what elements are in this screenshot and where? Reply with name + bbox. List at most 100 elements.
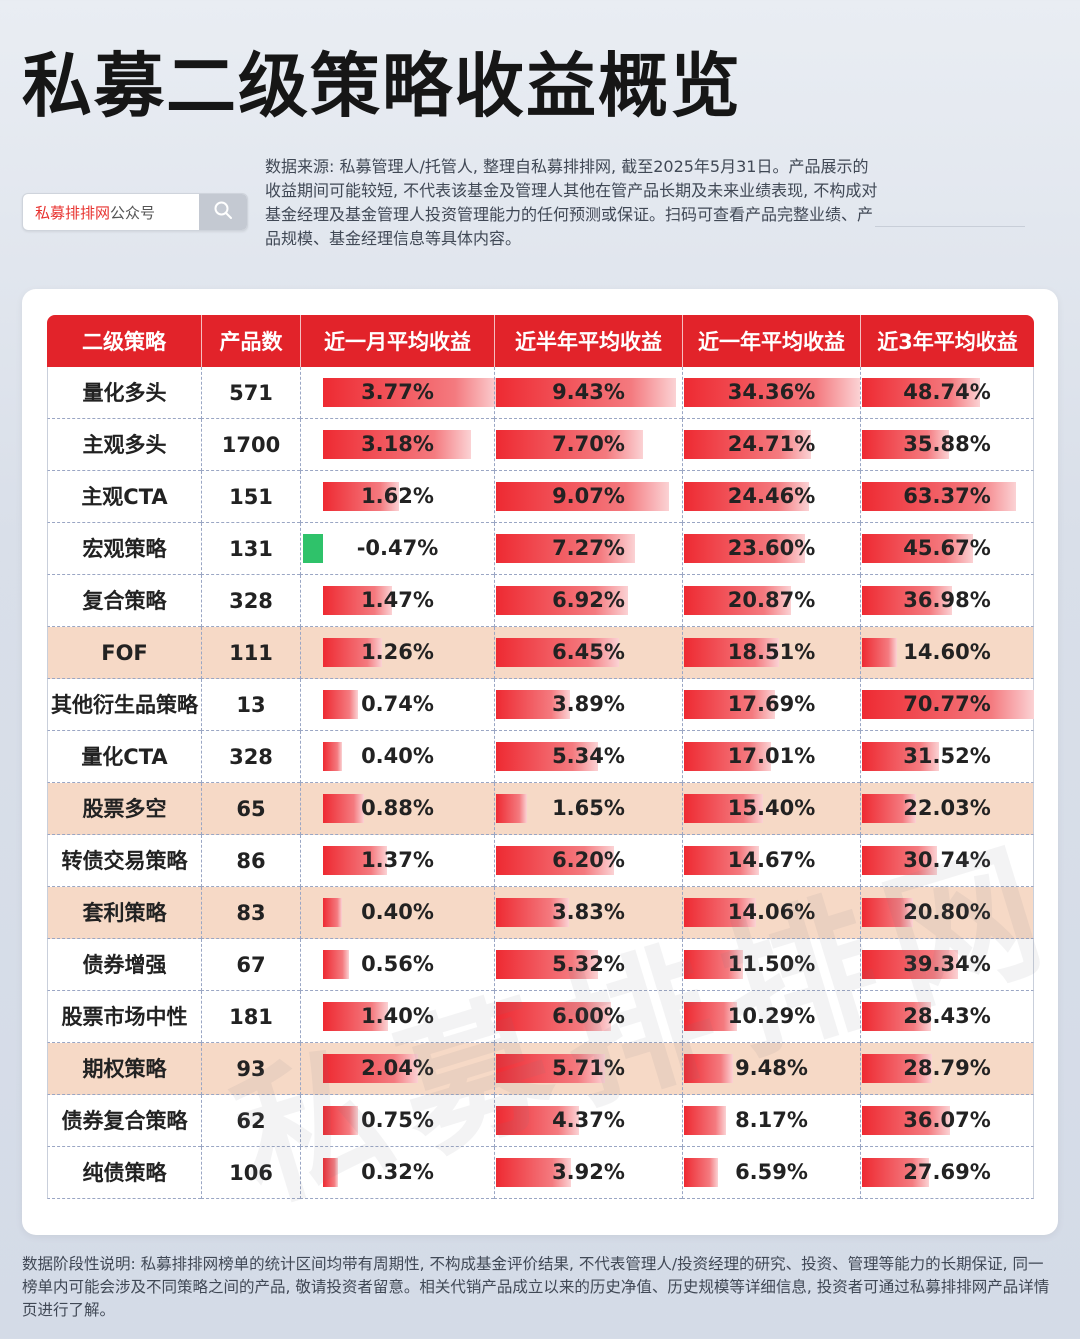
return-value: 6.20% (552, 848, 625, 872)
return-bar (862, 1054, 932, 1083)
return-value: 4.37% (552, 1108, 625, 1132)
return-bar (862, 950, 958, 979)
return-cell: 5.32% (494, 939, 682, 991)
header-1y: 近一年平均收益 (682, 315, 860, 367)
return-bar (323, 742, 342, 771)
return-cell: 45.67% (860, 523, 1034, 575)
return-bar (862, 1002, 932, 1031)
return-bar (862, 430, 950, 459)
return-cell: 23.60% (682, 523, 860, 575)
return-value: 1.65% (552, 796, 625, 820)
return-bar (862, 794, 916, 823)
return-cell: 7.27% (494, 523, 682, 575)
return-cell: 6.00% (494, 991, 682, 1043)
return-bar (862, 690, 1034, 719)
return-cell: 36.07% (860, 1095, 1034, 1147)
return-bar (496, 638, 620, 667)
return-cell: 0.32% (300, 1147, 494, 1199)
return-bar (862, 378, 981, 407)
return-cell: 1.40% (300, 991, 494, 1043)
strategy-name: 纯债策略 (47, 1147, 201, 1199)
product-count: 13 (201, 679, 300, 731)
return-cell: 35.88% (860, 419, 1034, 471)
return-cell: 0.74% (300, 679, 494, 731)
return-cell: 3.89% (494, 679, 682, 731)
return-cell: 3.77% (300, 367, 499, 419)
return-bar (323, 950, 350, 979)
return-value: 1.26% (361, 640, 434, 664)
return-cell: 6.92% (494, 575, 682, 627)
return-cell: 3.92% (494, 1147, 682, 1199)
table-row: 债券增强 67 0.56% 5.32% 11.50% 39.34% (47, 939, 1034, 991)
return-value: 14.60% (903, 640, 991, 664)
return-value: 0.56% (361, 952, 434, 976)
product-count: 106 (201, 1147, 300, 1199)
footnote: 数据阶段性说明: 私募排排网榜单的统计区间均带有周期性, 不构成基金评价结果, … (22, 1255, 1050, 1319)
return-bar (323, 794, 365, 823)
strategy-name: 宏观策略 (47, 523, 201, 575)
table-row: 主观CTA 151 1.62% 9.07% 24.46% 63.37% (47, 471, 1034, 523)
return-value: 22.03% (903, 796, 991, 820)
return-bar (323, 898, 342, 927)
return-bar (323, 1106, 358, 1135)
strategy-name: 债券复合策略 (47, 1095, 201, 1147)
return-value: 70.77% (903, 692, 991, 716)
search-box[interactable]: 私募排排网公众号 (22, 193, 248, 231)
strategy-name: 其他衍生品策略 (47, 679, 201, 731)
return-value: 34.36% (727, 380, 816, 404)
return-value: 27.69% (903, 1160, 991, 1184)
return-bar (496, 534, 635, 563)
return-cell: 20.80% (860, 887, 1034, 939)
return-value: 6.92% (552, 588, 625, 612)
return-value: 17.69% (727, 692, 816, 716)
return-bar (323, 378, 499, 407)
strategy-name: 股票多空 (47, 783, 201, 835)
return-value: 14.06% (727, 900, 816, 924)
return-bar (323, 1158, 338, 1187)
strategy-name: 股票市场中性 (47, 991, 201, 1043)
product-count: 328 (201, 731, 300, 783)
return-cell: 10.29% (682, 991, 860, 1043)
return-cell: 70.77% (860, 679, 1034, 731)
return-value: 63.37% (903, 484, 991, 508)
return-bar (496, 586, 629, 615)
return-cell: 39.34% (860, 939, 1034, 991)
return-cell: 14.67% (682, 835, 860, 887)
return-value: 10.29% (727, 1004, 816, 1028)
return-bar (323, 430, 472, 459)
return-value: 30.74% (903, 848, 991, 872)
return-value: 14.67% (727, 848, 816, 872)
product-count: 328 (201, 575, 300, 627)
return-bar (684, 1106, 726, 1135)
return-value: 1.37% (361, 848, 434, 872)
table-row: 复合策略 328 1.47% 6.92% 20.87% 36.98% (47, 575, 1034, 627)
return-bar (862, 482, 1016, 511)
return-value: 28.79% (903, 1056, 991, 1080)
return-cell: 9.43% (494, 367, 682, 419)
return-value: 35.88% (903, 432, 991, 456)
return-cell: 36.98% (860, 575, 1034, 627)
return-cell: 31.52% (860, 731, 1034, 783)
table-row: 债券复合策略 62 0.75% 4.37% 8.17% 36.07% (47, 1095, 1034, 1147)
return-cell: 6.45% (494, 627, 682, 679)
return-bar (684, 898, 757, 927)
table-row: FOF 111 1.26% 6.45% 18.51% 14.60% (47, 627, 1034, 679)
return-cell: 28.79% (860, 1043, 1034, 1095)
return-cell: 4.37% (494, 1095, 682, 1147)
return-bar (684, 742, 772, 771)
table-row: 转债交易策略 86 1.37% 6.20% 14.67% 30.74% (47, 835, 1034, 887)
return-cell: 34.36% (682, 367, 860, 419)
data-source-note: 数据来源: 私募管理人/托管人, 整理自私募排排网, 截至2025年5月31日。… (265, 157, 878, 248)
search-button[interactable] (199, 194, 247, 230)
return-value: 6.00% (552, 1004, 625, 1028)
return-value: 3.77% (361, 380, 434, 404)
return-value: 9.43% (552, 380, 625, 404)
return-value: 24.71% (727, 432, 816, 456)
return-cell: 0.40% (300, 731, 494, 783)
return-bar (496, 1106, 580, 1135)
return-cell: 1.37% (300, 835, 494, 887)
strategy-name: 转债交易策略 (47, 835, 201, 887)
return-bar (323, 1002, 389, 1031)
return-cell: 1.26% (300, 627, 494, 679)
search-suffix: 公众号 (110, 204, 156, 222)
